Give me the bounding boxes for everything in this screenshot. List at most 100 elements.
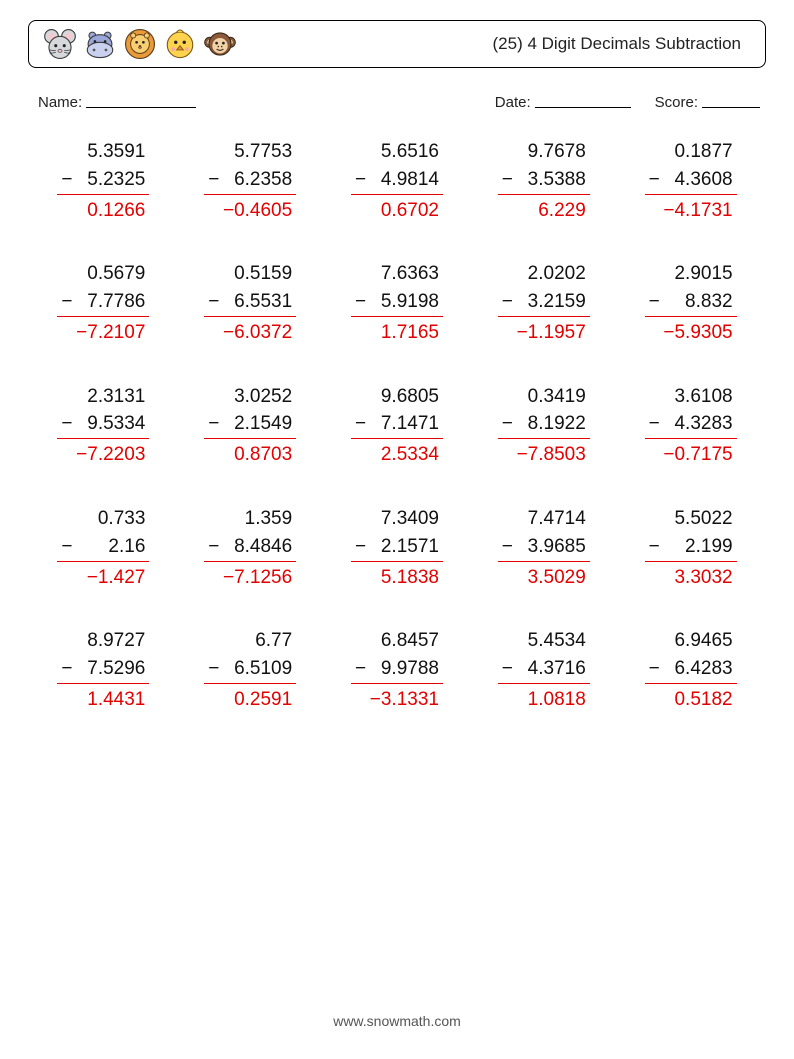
score-blank[interactable] [702, 91, 760, 108]
answer: 1.7165 [351, 316, 443, 346]
answer: 0.2591 [204, 683, 296, 713]
minuend: 3.6108 [645, 384, 737, 412]
answer: −7.2107 [57, 316, 149, 346]
answer: −4.1731 [645, 194, 737, 224]
name-blank[interactable] [86, 91, 196, 108]
subtrahend: 2.1549 [234, 413, 292, 434]
minuend: 0.3419 [498, 384, 590, 412]
operator: − [61, 534, 72, 560]
operator: − [208, 167, 219, 193]
answer: −1.427 [57, 561, 149, 591]
answer: 1.0818 [498, 683, 590, 713]
date-label: Date: [495, 94, 531, 111]
problems-grid: 5.3591−5.23250.12665.7753−6.2358−0.46055… [28, 139, 766, 713]
operator: − [649, 167, 660, 193]
answer: −7.1256 [204, 561, 296, 591]
animal-icons [43, 27, 237, 61]
operator: − [208, 289, 219, 315]
subtrahend: 2.1571 [381, 536, 439, 557]
score-label: Score: [655, 94, 698, 111]
answer: 3.3032 [645, 561, 737, 591]
answer: 0.6702 [351, 194, 443, 224]
problem: 7.3409−2.15715.1838 [328, 506, 467, 590]
minuend: 7.6363 [351, 261, 443, 289]
monkey-icon [203, 27, 237, 61]
answer: 0.8703 [204, 438, 296, 468]
minuend: 2.0202 [498, 261, 590, 289]
answer: 6.229 [498, 194, 590, 224]
date-blank[interactable] [535, 91, 631, 108]
subtrahend-line: −5.9198 [351, 289, 443, 318]
problem: 5.4534−4.37161.0818 [474, 628, 613, 712]
answer: −0.4605 [204, 194, 296, 224]
operator: − [502, 167, 513, 193]
problem: 3.0252−2.15490.8703 [181, 384, 320, 468]
subtrahend: 6.4283 [674, 658, 732, 679]
subtrahend-line: −5.2325 [57, 167, 149, 196]
subtrahend: 2.16 [108, 536, 145, 557]
operator: − [208, 411, 219, 437]
subtrahend: 8.832 [685, 291, 733, 312]
answer: −5.9305 [645, 316, 737, 346]
problem: 2.0202−3.2159−1.1957 [474, 261, 613, 345]
operator: − [502, 289, 513, 315]
subtrahend: 3.9685 [528, 536, 586, 557]
subtrahend-line: −6.5531 [204, 289, 296, 318]
minuend: 0.733 [57, 506, 149, 534]
subtrahend: 8.4846 [234, 536, 292, 557]
minuend: 7.3409 [351, 506, 443, 534]
answer: −1.1957 [498, 316, 590, 346]
problem: 7.6363−5.91981.7165 [328, 261, 467, 345]
subtrahend-line: − 2.16 [57, 534, 149, 563]
footer-text: www.snowmath.com [28, 1013, 766, 1029]
hippo-icon [83, 27, 117, 61]
operator: − [355, 534, 366, 560]
subtrahend: 4.9814 [381, 169, 439, 190]
subtrahend-line: −8.4846 [204, 534, 296, 563]
operator: − [649, 411, 660, 437]
minuend: 3.0252 [204, 384, 296, 412]
problem: 6.77−6.51090.2591 [181, 628, 320, 712]
problem: 9.7678−3.53886.229 [474, 139, 613, 223]
operator: − [649, 289, 660, 315]
operator: − [355, 289, 366, 315]
answer: 1.4431 [57, 683, 149, 713]
answer: 2.5334 [351, 438, 443, 468]
subtrahend: 5.9198 [381, 291, 439, 312]
minuend: 0.1877 [645, 139, 737, 167]
problem: 2.3131−9.5334−7.2203 [34, 384, 173, 468]
problem: 2.9015−8.832−5.9305 [621, 261, 760, 345]
subtrahend-line: −2.199 [645, 534, 737, 563]
subtrahend-line: −3.5388 [498, 167, 590, 196]
problem: 9.6805−7.14712.5334 [328, 384, 467, 468]
problem: 6.8457−9.9788−3.1331 [328, 628, 467, 712]
subtrahend-line: −9.5334 [57, 411, 149, 440]
subtrahend: 7.1471 [381, 413, 439, 434]
operator: − [649, 534, 660, 560]
subtrahend-line: −3.2159 [498, 289, 590, 318]
answer: 0.1266 [57, 194, 149, 224]
operator: − [502, 534, 513, 560]
name-label: Name: [38, 94, 82, 111]
problem: 0.733− 2.16 −1.427 [34, 506, 173, 590]
answer: 3.5029 [498, 561, 590, 591]
subtrahend: 8.1922 [528, 413, 586, 434]
minuend: 5.3591 [57, 139, 149, 167]
subtrahend: 9.9788 [381, 658, 439, 679]
problem: 1.359−8.4846−7.1256 [181, 506, 320, 590]
subtrahend-line: −3.9685 [498, 534, 590, 563]
answer: −7.8503 [498, 438, 590, 468]
operator: − [61, 167, 72, 193]
header-box: (25) 4 Digit Decimals Subtraction [28, 20, 766, 68]
subtrahend: 6.2358 [234, 169, 292, 190]
operator: − [355, 411, 366, 437]
worksheet-page: (25) 4 Digit Decimals Subtraction Name: … [0, 0, 794, 1059]
subtrahend: 4.3716 [528, 658, 586, 679]
subtrahend-line: −6.5109 [204, 656, 296, 685]
problem: 5.7753−6.2358−0.4605 [181, 139, 320, 223]
subtrahend: 7.5296 [87, 658, 145, 679]
operator: − [649, 656, 660, 682]
problem: 7.4714−3.96853.5029 [474, 506, 613, 590]
subtrahend-line: −4.3716 [498, 656, 590, 685]
subtrahend-line: −2.1549 [204, 411, 296, 440]
